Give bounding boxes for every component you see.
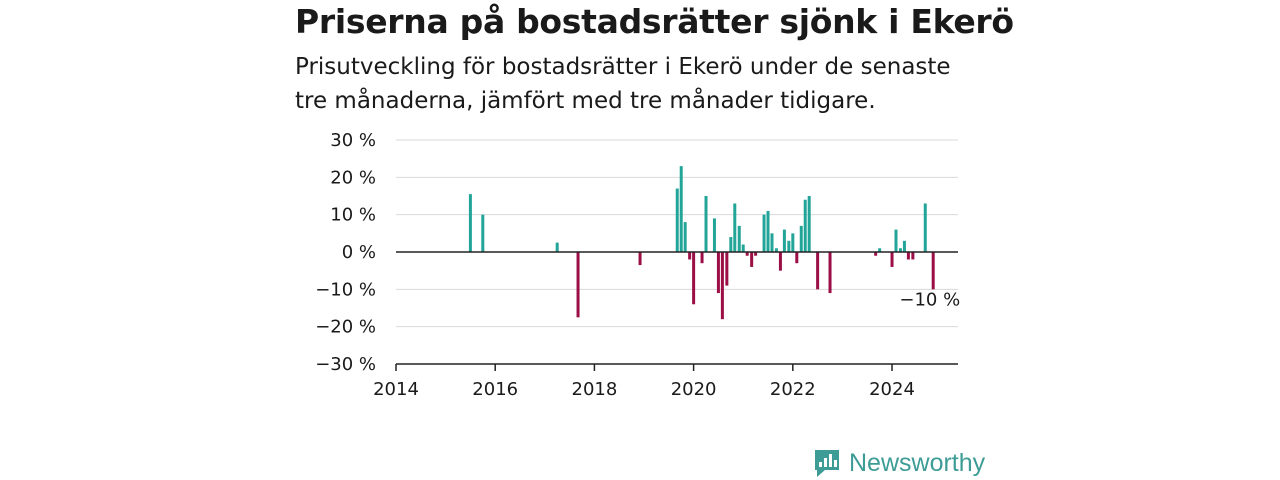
x-tick-label: 2014 (373, 379, 419, 400)
y-tick-label: 0 % (342, 242, 376, 263)
bar (807, 196, 811, 252)
last-value-annotation: −10 % (899, 289, 960, 310)
bar (902, 240, 906, 252)
y-tick-label: 30 % (330, 130, 376, 151)
bar (745, 252, 749, 256)
y-tick-label: 10 % (330, 205, 376, 226)
bar (737, 225, 741, 252)
bar (555, 242, 559, 252)
x-tick-label: 2024 (869, 379, 915, 400)
bar (688, 252, 692, 260)
bar (890, 252, 894, 267)
y-tick-label: −30 % (315, 354, 376, 375)
bar (675, 188, 679, 252)
bars (468, 166, 935, 320)
bar (911, 252, 915, 260)
chart-subtitle: Prisutveckling för bostadsrätter i Ekerö… (295, 54, 951, 114)
bar (787, 240, 791, 252)
bar (683, 222, 687, 252)
bar (481, 214, 485, 252)
bar (712, 218, 716, 252)
bar (923, 203, 927, 252)
brand-name: Newsworthy (849, 448, 986, 477)
y-tick-label: 20 % (330, 167, 376, 188)
bar (778, 252, 782, 271)
bar (799, 225, 803, 252)
bar (828, 252, 832, 294)
bar (878, 248, 882, 252)
bar (720, 252, 724, 320)
bar (468, 194, 472, 252)
bar (766, 210, 770, 252)
y-tick-label: −10 % (315, 279, 376, 300)
bar (770, 233, 774, 252)
bar (782, 229, 786, 252)
newsworthy-logo-icon (815, 450, 839, 477)
bar (762, 214, 766, 252)
bar (791, 233, 795, 252)
x-tick-label: 2018 (572, 379, 618, 400)
bar (906, 252, 910, 260)
bar (638, 252, 642, 266)
y-tick-label: −20 % (315, 317, 376, 338)
bar (679, 166, 683, 252)
bar (894, 229, 898, 252)
bar (576, 252, 580, 318)
bar (750, 252, 754, 267)
bar (754, 252, 758, 256)
chart-title: Priserna på bostadsrätter sjönk i Ekerö (295, 2, 1014, 41)
bar (795, 252, 799, 264)
bar (692, 252, 696, 305)
tick-labels: 30 % 20 % 10 % 0 % −10 % −20 % −30 % 2014 2016 20… (315, 130, 915, 400)
x-tick-label: 2020 (671, 379, 717, 400)
bar (716, 252, 720, 294)
grid-lines (396, 139, 958, 328)
bar (931, 252, 935, 290)
bar (725, 252, 729, 286)
bar (898, 248, 902, 252)
bar (704, 196, 708, 252)
axes (395, 251, 958, 371)
bar (700, 252, 704, 264)
bar (774, 248, 778, 252)
bar (733, 203, 737, 252)
brand-logo: Newsworthy (813, 446, 985, 480)
bar (816, 252, 820, 290)
x-tick-label: 2022 (770, 379, 816, 400)
bar (729, 237, 733, 252)
bar (874, 252, 878, 256)
bar (741, 244, 745, 252)
x-tick-label: 2016 (472, 379, 518, 400)
bar (803, 199, 807, 252)
